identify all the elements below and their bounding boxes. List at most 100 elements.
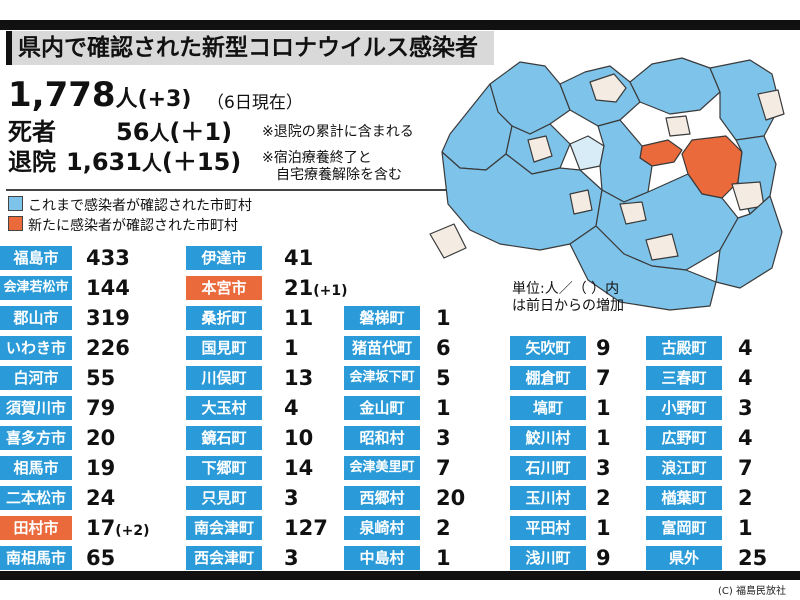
municipality-name: 昭和村 [344, 426, 420, 450]
municipality-count: 65 [86, 546, 115, 570]
unit-note-line-1: 単位:人／（ ）内 [512, 281, 620, 297]
municipality-name: 三春町 [646, 366, 722, 390]
total-cases: 1,778人(+3) [8, 78, 191, 117]
count-value: 2 [436, 516, 451, 540]
municipality-count: 1 [596, 516, 611, 540]
municipality-name: 棚倉町 [510, 366, 586, 390]
municipality-name: 西会津町 [186, 546, 262, 570]
municipality-count: 7 [596, 366, 611, 390]
map-region-northeast [629, 57, 721, 115]
top-border [0, 20, 800, 30]
municipality-count: 319 [86, 306, 130, 330]
count-value: 9 [596, 546, 611, 570]
municipality-name: 須賀川市 [0, 396, 72, 420]
count-value: 4 [284, 396, 299, 420]
total-count: 1,778 [8, 75, 116, 115]
municipality-name: 会津若松市 [0, 276, 72, 300]
count-value: 226 [86, 336, 130, 360]
count-value: 3 [284, 546, 299, 570]
municipality-count: 41 [284, 246, 313, 270]
count-value: 4 [738, 366, 753, 390]
municipality-count: 14 [284, 456, 313, 480]
map-region-unconfirmed-6 [645, 233, 679, 261]
count-value: 10 [284, 426, 314, 450]
map-region-unconfirmed-3 [527, 135, 553, 163]
municipality-name: 田村市 [0, 516, 72, 540]
count-value: 2 [738, 486, 753, 510]
municipality-name: 相馬市 [0, 456, 72, 480]
note-deaths: ※退院の累計に含まれる [262, 124, 414, 140]
municipality-name: 矢吹町 [510, 336, 586, 360]
count-value: 144 [86, 276, 130, 300]
count-value: 1 [436, 396, 451, 420]
deaths-label: 死者 [8, 118, 56, 146]
count-value: 2 [596, 486, 611, 510]
municipality-count: 4 [738, 366, 753, 390]
count-increase: (+2) [115, 523, 150, 539]
municipality-count: 6 [436, 336, 451, 360]
municipality-count: 1 [284, 336, 299, 360]
unit-note-line-2: は前日からの増加 [512, 298, 624, 314]
municipality-name: 桑折町 [186, 306, 262, 330]
municipality-count: 226 [86, 336, 130, 360]
municipality-count: 1 [596, 426, 611, 450]
as-of-date: （6日現在） [207, 93, 303, 113]
municipality-name: 国見町 [186, 336, 262, 360]
municipality-count: 11 [284, 306, 313, 330]
municipality-count: 13 [284, 366, 313, 390]
count-value: 17 [86, 516, 116, 540]
count-value: 7 [738, 456, 753, 480]
municipality-name: 川俣町 [186, 366, 262, 390]
municipality-count: 4 [738, 426, 753, 450]
count-value: 79 [86, 396, 116, 420]
count-value: 20 [436, 486, 466, 510]
municipality-count: 21(+1) [284, 276, 348, 300]
page-title: 県内で確認された新型コロナウイルス感染者 [6, 31, 494, 65]
municipality-count: 7 [436, 456, 451, 480]
map-region-coast-south [715, 195, 783, 289]
municipality-name: 中島村 [344, 546, 420, 570]
count-value: 41 [284, 246, 314, 270]
map-region-light [569, 135, 605, 171]
count-value: 1 [436, 546, 451, 570]
map-region-central [597, 119, 653, 203]
municipality-count: 17(+2) [86, 516, 150, 540]
municipality-count: 3 [284, 486, 299, 510]
municipality-name: 白河市 [0, 366, 72, 390]
total-unit: 人 [115, 87, 138, 112]
count-value: 5 [436, 366, 451, 390]
municipality-count: 3 [596, 456, 611, 480]
municipality-count: 5 [436, 366, 451, 390]
municipality-count: 2 [596, 486, 611, 510]
municipality-name: 小野町 [646, 396, 722, 420]
count-value: 6 [436, 336, 451, 360]
count-value: 1 [436, 306, 451, 330]
count-value: 55 [86, 366, 116, 390]
municipality-count: 1 [596, 396, 611, 420]
municipality-name: 喜多方市 [0, 426, 72, 450]
municipality-count: 20 [436, 486, 465, 510]
count-value: 21 [284, 276, 314, 300]
municipality-count: 1 [436, 396, 451, 420]
municipality-name: 下郷町 [186, 456, 262, 480]
copyright: (C) 福島民放社 [718, 586, 786, 597]
map-region-unconfirmed-9 [665, 115, 691, 137]
municipality-name: 浪江町 [646, 456, 722, 480]
count-value: 7 [436, 456, 451, 480]
deaths-row: 死者 56人(＋1) [8, 118, 232, 147]
discharged-count: 1,631 [66, 148, 142, 176]
count-value: 3 [596, 456, 611, 480]
municipality-count: 1 [436, 306, 451, 330]
count-value: 11 [284, 306, 314, 330]
municipality-name: 西郷村 [344, 486, 420, 510]
municipality-count: 3 [284, 546, 299, 570]
municipality-name: 本宮市 [186, 276, 262, 300]
count-value: 319 [86, 306, 130, 330]
municipality-count: 433 [86, 246, 130, 270]
note-discharged-2: 自宅療養解除を含む [276, 167, 402, 183]
count-value: 127 [284, 516, 328, 540]
municipality-count: 10 [284, 426, 313, 450]
municipality-count: 24 [86, 486, 115, 510]
municipality-name: 南会津町 [186, 516, 262, 540]
count-value: 3 [284, 486, 299, 510]
